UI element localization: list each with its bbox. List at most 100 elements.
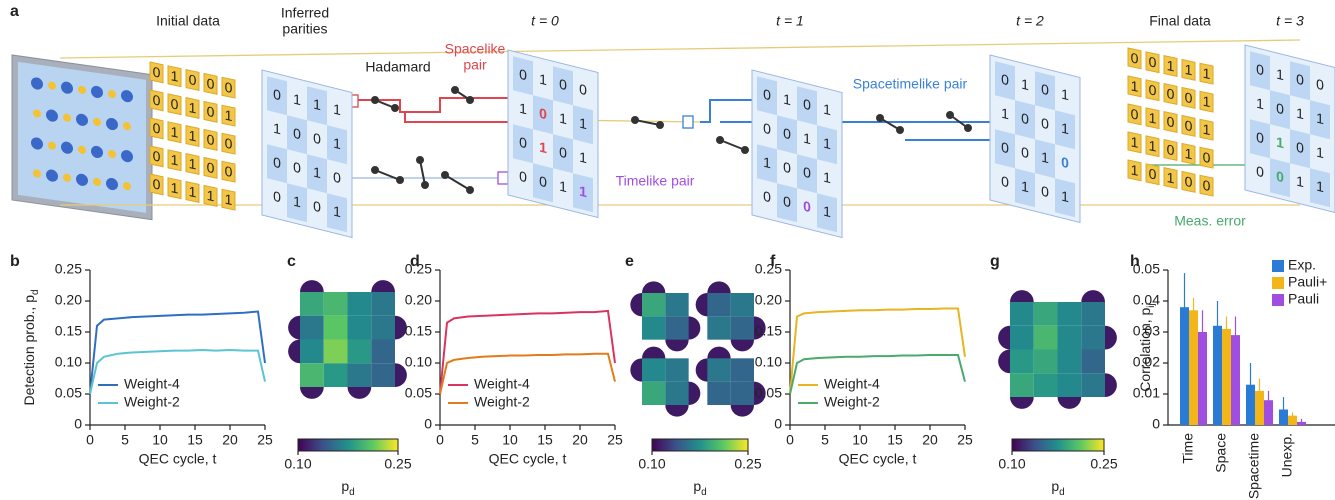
heat-cell [642,316,666,340]
checker [553,134,573,174]
parity-digit: 1 [1296,174,1304,192]
checker [1290,61,1310,101]
data-cell [167,121,182,144]
parity-digit: 1 [823,136,831,154]
parity-digit: 0 [273,189,281,207]
parity-digit: 1 [519,101,527,119]
parity-digit: 0 [313,131,321,149]
colorbar-tick-label: 0.25 [1090,456,1117,472]
parity-digit: 1 [579,150,587,168]
legend-label: Pauli+ [1288,274,1327,290]
x-tick-label: 20 [572,432,588,448]
label: parities [282,21,327,37]
colorbar-tick-label: 0.25 [384,456,411,472]
colorbar-label: pd [1051,478,1064,498]
chip [11,54,153,221]
colorbar-tick-label: 0.10 [284,456,311,472]
data-digit: 0 [207,131,215,149]
checker [267,76,287,116]
data-grid: 0 0 1 1 11 0 0 0 10 1 0 0 11 1 0 1 01 0 1 0 0 [1127,47,1214,197]
parity-digit: 0 [803,97,811,115]
y-tick-label: 0.15 [405,323,432,339]
colorbar-label-sub: d [701,487,707,498]
y-tick-label: 0.04 [1133,292,1160,308]
parity-digit: 0 [1001,72,1009,90]
heat-cell [347,292,372,316]
data-cell [1181,114,1196,137]
heat-cell [1010,325,1034,350]
checker [757,76,777,116]
data-cell [1127,159,1142,182]
legend-label: Exp. [1288,257,1316,273]
heat-cell [300,292,324,316]
checker [513,56,533,96]
checker [533,163,553,203]
checker [327,193,347,233]
parity-digit: 0 [803,199,811,217]
data-digit: 0 [153,91,161,109]
y-tick-label: 0 [774,416,782,432]
colorbar-tick-label: 0.10 [638,456,665,472]
data-cell [1145,79,1160,102]
gadgets [371,86,972,194]
checker [817,125,837,165]
heat-cell [323,363,348,387]
parity-digit: 0 [293,160,301,178]
parity-digit: 1 [823,204,831,222]
y-tick-label: 0 [424,416,432,432]
parity-digit: 1 [1316,145,1324,163]
x-tick-label: 0 [436,432,444,448]
y-axis-label: Detection prob., pd [21,289,41,405]
label: Initial data [156,13,220,29]
data-cell [203,184,218,207]
parity-digit: 0 [783,194,791,212]
y-axis-label-sub: ij [1146,303,1157,307]
parity-digit: 1 [333,204,341,222]
parity-digit: 1 [1061,189,1069,207]
parity-digit: 0 [783,160,791,178]
panel-letter: g [990,253,1000,270]
x-tick-label: 15 [187,432,203,448]
y-tick-label: 0.20 [405,292,432,308]
parity-digit: 0 [783,126,791,144]
data-cell [1163,167,1178,190]
colorbar [651,438,749,452]
parity-digit: 0 [579,82,587,100]
data-cell [149,173,164,196]
parity-digit: 1 [333,102,341,120]
checker [1015,168,1035,208]
data-cell [149,61,164,84]
parity-digit: 0 [1001,174,1009,192]
data-cell [1199,146,1214,169]
x-tick-label: 5 [821,432,829,448]
data-grid: 0 1 0 0 00 0 1 0 10 1 1 0 00 1 1 0 00 1 1 1 1 [149,61,236,211]
heat-cell [1010,373,1034,397]
data-cell [1181,58,1196,81]
checker [573,173,593,213]
parity-digit: 0 [273,155,281,173]
parity-digit: 1 [539,72,547,90]
parity-digit: 1 [1316,179,1324,197]
data-digit: 0 [1185,89,1193,107]
data-digit: 0 [171,95,179,113]
heat-cell [371,315,395,340]
parity-digit: 0 [313,199,321,217]
parity-digit: 0 [559,77,567,95]
data-cell [221,132,236,155]
data-digit: 0 [207,159,215,177]
label: Final data [1149,13,1211,29]
data-cell [1163,55,1178,78]
parity-digit: 0 [763,121,771,139]
y-tick-label: 0 [1152,416,1160,432]
data-cell [1199,118,1214,141]
data-cell [203,100,218,123]
data-digit: 1 [1203,65,1211,83]
y-tick-label: 0.20 [755,292,782,308]
y-tick-label: 0.01 [1133,385,1160,401]
heat-cell [1033,302,1058,326]
x-axis-label: QEC cycle, t [839,451,917,467]
bar [1222,328,1231,425]
legend-label: Weight-2 [124,394,180,410]
data-digit: 0 [189,71,197,89]
checker [777,115,797,155]
